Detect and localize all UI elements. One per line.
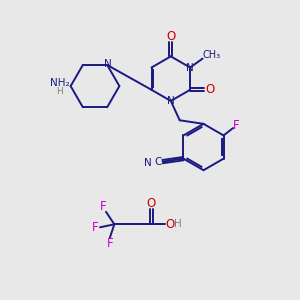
Text: F: F (233, 118, 240, 131)
Text: NH₂: NH₂ (50, 77, 69, 88)
Text: F: F (100, 200, 106, 213)
Text: CH₃: CH₃ (202, 50, 220, 60)
Text: O: O (165, 218, 175, 231)
Text: N: N (186, 62, 194, 73)
Text: N: N (104, 58, 112, 68)
Text: C: C (154, 157, 161, 166)
Text: H: H (56, 87, 63, 96)
Text: F: F (106, 236, 113, 250)
Text: N: N (145, 158, 152, 168)
Text: O: O (166, 30, 176, 43)
Text: F: F (92, 221, 98, 234)
Text: O: O (206, 83, 215, 96)
Text: N: N (167, 96, 175, 106)
Text: O: O (147, 197, 156, 210)
Text: H: H (174, 219, 182, 229)
